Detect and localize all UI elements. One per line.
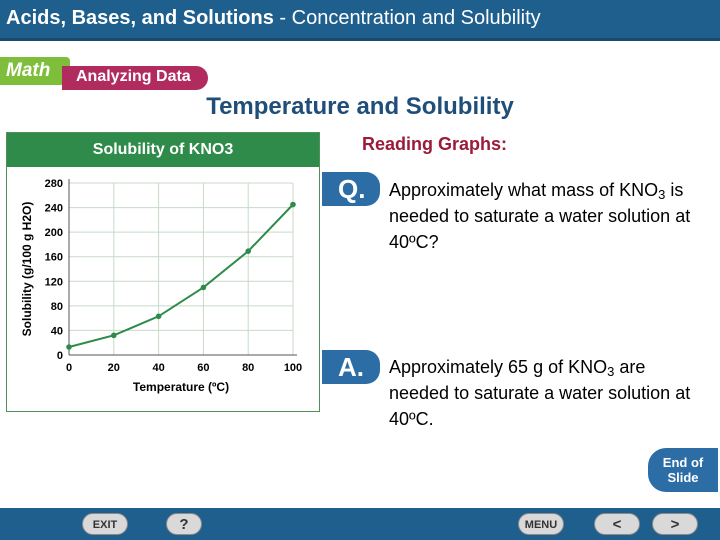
x-tick-label: 100 xyxy=(284,362,302,374)
help-button[interactable]: ? xyxy=(166,513,202,535)
reading-graphs-title: Reading Graphs: xyxy=(362,134,508,154)
analyzing-data-tab xyxy=(62,66,208,90)
data-point xyxy=(66,344,72,350)
chart-title-text: Solubility of KNO3 xyxy=(92,141,234,158)
y-tick-label: 160 xyxy=(45,252,63,264)
chart-title: Solubility of KNO3 xyxy=(7,141,319,159)
data-point xyxy=(111,332,117,339)
header-rule xyxy=(0,38,720,41)
exit-button[interactable]: EXIT xyxy=(82,513,128,535)
math-label: Math xyxy=(6,60,51,81)
data-point xyxy=(245,248,251,254)
y-axis-label: Solubility (g/100 g H2O) xyxy=(20,202,34,337)
question-text-subscript: 3 xyxy=(658,187,666,202)
analyzing-data-label: Analyzing Data xyxy=(76,68,191,85)
chart-panel: Solubility of KNO3 0 40 80 120 160 200 240 280 0… xyxy=(6,132,320,412)
end-of-slide-button[interactable]: End of Slide xyxy=(648,448,718,492)
answer-badge: A. xyxy=(322,350,380,384)
x-tick-label: 20 xyxy=(108,362,120,374)
y-tick-label: 240 xyxy=(45,203,63,215)
y-tick-label: 0 xyxy=(57,350,63,362)
y-tick-label: 280 xyxy=(45,178,63,190)
question-text-pre: Approximately what mass of KNO xyxy=(389,180,659,200)
end-of-slide-line2: Slide xyxy=(667,470,699,485)
answer-text-pre: Approximately 65 g of KNO xyxy=(389,357,608,377)
header-title-sub: Concentration and Solubility xyxy=(291,7,541,29)
data-point xyxy=(290,201,296,208)
x-tick-label: 80 xyxy=(242,362,254,374)
next-arrow-icon[interactable]: > xyxy=(652,513,698,535)
menu-button[interactable]: MENU xyxy=(518,513,564,535)
x-axis-label: Temperature (ºC) xyxy=(133,380,229,394)
end-of-slide-line1: End of xyxy=(662,455,704,470)
data-point xyxy=(155,313,162,320)
x-tick-label: 40 xyxy=(152,362,164,374)
chart-banner xyxy=(7,133,319,167)
y-tick-label: 40 xyxy=(51,325,63,337)
answer-text: Approximately 65 g of KNO3 are needed to… xyxy=(389,354,699,432)
question-badge: Q. xyxy=(322,172,380,206)
y-tick-label: 200 xyxy=(45,227,63,239)
answer-text-post: are needed to saturate a water solution … xyxy=(389,357,691,429)
header-title-main: Acids, Bases, and Solutions xyxy=(6,7,274,29)
header-title: Acids, Bases, and Solutions - Concentrat… xyxy=(6,7,541,30)
question-text-post: is needed to saturate a water solution a… xyxy=(389,180,691,252)
x-tick-label: 0 xyxy=(66,362,72,374)
data-point xyxy=(200,284,207,291)
series-line xyxy=(68,203,294,348)
answer-text-subscript: 3 xyxy=(607,364,615,379)
chart-plot: 0 40 80 120 160 200 240 280 0 20 40 60 80 100 Tempera… xyxy=(20,178,302,394)
x-tick-label: 60 xyxy=(197,362,209,374)
question-text: Approximately what mass of KNO3 is neede… xyxy=(389,177,699,255)
header-title-separator: - xyxy=(273,7,292,29)
previous-arrow-icon[interactable]: < xyxy=(594,513,640,535)
header-bar xyxy=(0,0,720,38)
slide-title: Temperature and Solubility xyxy=(206,93,514,120)
y-tick-label: 120 xyxy=(45,276,63,288)
y-tick-label: 80 xyxy=(51,301,63,313)
math-tab xyxy=(0,57,70,85)
